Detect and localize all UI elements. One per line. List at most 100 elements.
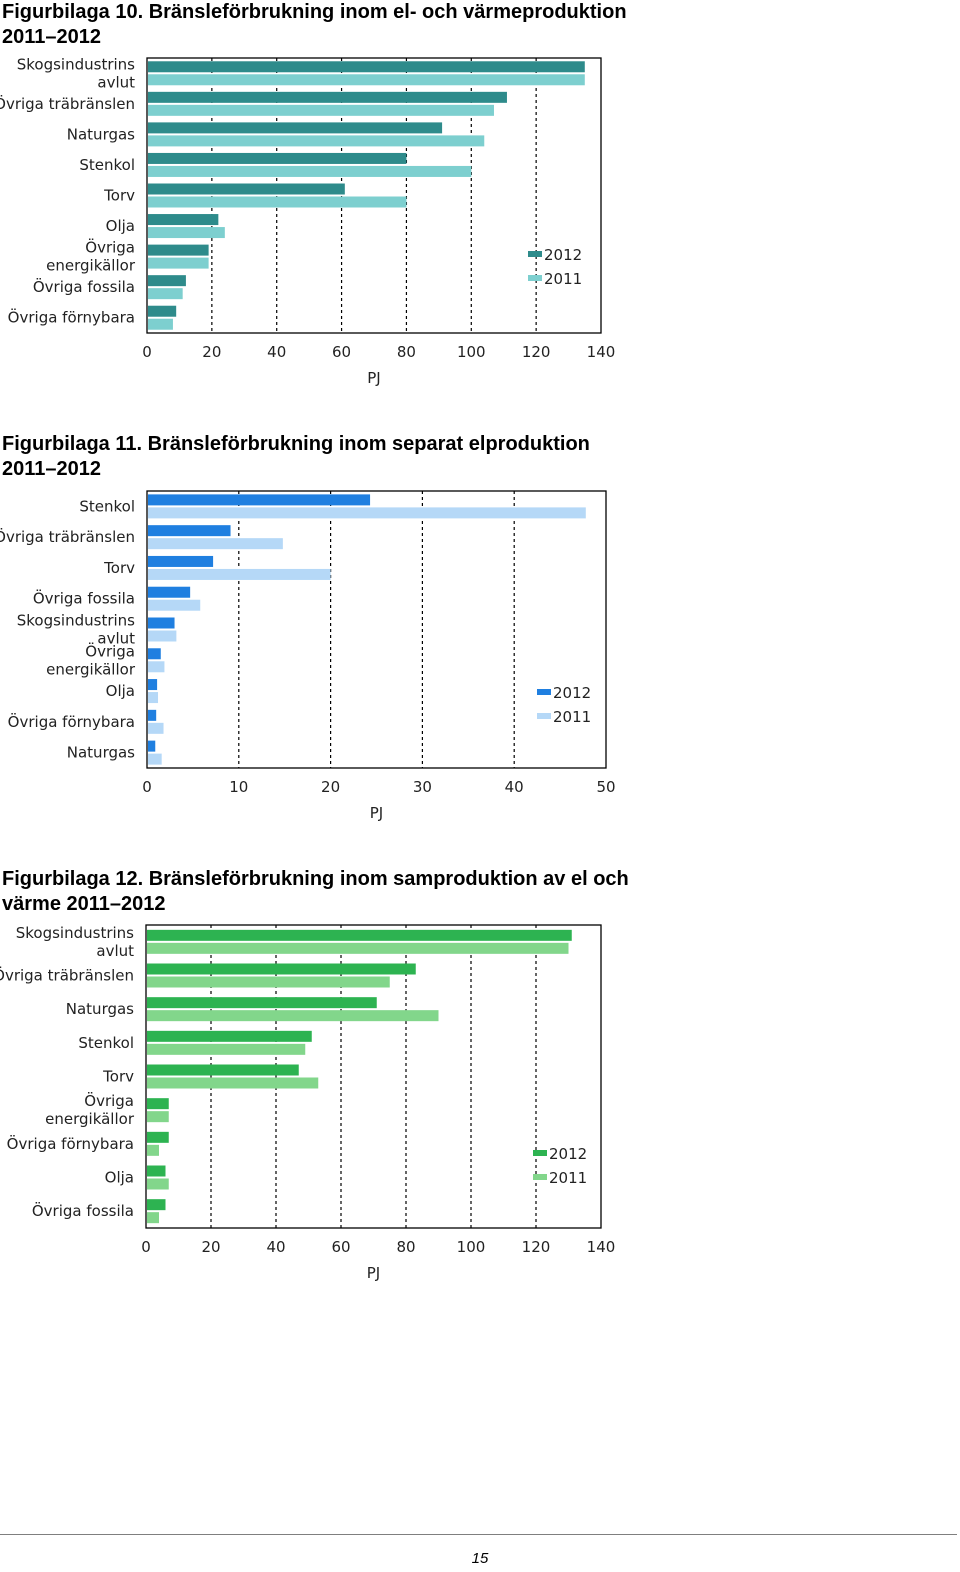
category-label: Övriga förnybara bbox=[7, 1134, 134, 1153]
x-tick-label: 20 bbox=[201, 1238, 220, 1256]
category-label: Skogsindustrins bbox=[17, 612, 135, 630]
bar-2012-6 bbox=[147, 1098, 169, 1110]
x-tick-label: 60 bbox=[332, 343, 351, 361]
x-tick-label: 100 bbox=[457, 343, 486, 361]
category-label: Övriga fossila bbox=[33, 277, 135, 296]
x-tick-label: 120 bbox=[522, 1238, 551, 1256]
bar-2012-8 bbox=[147, 1165, 166, 1177]
category-label: Övriga bbox=[85, 238, 135, 257]
x-tick-label: 80 bbox=[396, 1238, 415, 1256]
figure-10-title-line2: 2011–2012 bbox=[2, 26, 102, 48]
plot-frame bbox=[146, 490, 607, 769]
bar-2011-8 bbox=[148, 288, 183, 300]
legend-swatch-2011 bbox=[533, 1174, 547, 1180]
category-label: Övriga träbränslen bbox=[0, 966, 134, 985]
x-tick-label: 120 bbox=[522, 343, 551, 361]
bar-2012-1 bbox=[148, 61, 585, 73]
bar-2012-3 bbox=[148, 122, 443, 134]
category-label: Stenkol bbox=[78, 1034, 134, 1052]
category-label: Olja bbox=[105, 1169, 134, 1187]
category-label: Olja bbox=[106, 217, 135, 235]
bar-2012-2 bbox=[147, 963, 416, 975]
legend-label-2012: 2012 bbox=[553, 684, 591, 702]
figure-10-title: Figurbilaga 10. Bränsleförbrukning inom … bbox=[2, 0, 682, 50]
bar-2012-6 bbox=[148, 648, 161, 660]
bar-2011-1 bbox=[148, 74, 585, 86]
category-label: avlut bbox=[97, 630, 135, 648]
legend-label-2012: 2012 bbox=[549, 1145, 587, 1163]
bar-2011-9 bbox=[148, 318, 173, 330]
bar-2012-2 bbox=[148, 525, 231, 537]
category-label: Övriga förnybara bbox=[8, 712, 135, 731]
bar-2011-7 bbox=[148, 692, 159, 704]
bar-2012-1 bbox=[147, 929, 572, 941]
category-label: Naturgas bbox=[67, 744, 135, 762]
category-label: Torv bbox=[103, 559, 135, 577]
bar-2011-5 bbox=[148, 630, 177, 642]
category-label: Stenkol bbox=[79, 156, 135, 174]
bar-2011-5 bbox=[148, 196, 407, 208]
category-label: energikällor bbox=[46, 257, 136, 275]
x-tick-label: 100 bbox=[457, 1238, 486, 1256]
bar-2012-5 bbox=[147, 1064, 299, 1076]
bar-2011-7 bbox=[147, 1144, 159, 1156]
bar-2011-2 bbox=[147, 976, 390, 988]
x-tick-label: 140 bbox=[587, 1238, 616, 1256]
bar-2012-6 bbox=[148, 214, 219, 226]
x-tick-label: 40 bbox=[266, 1238, 285, 1256]
figure-12-title: Figurbilaga 12. Bränsleförbrukning inom … bbox=[2, 867, 682, 917]
x-tick-label: 80 bbox=[397, 343, 416, 361]
bar-2011-4 bbox=[148, 599, 201, 611]
category-label: Övriga bbox=[85, 641, 135, 660]
bar-2012-5 bbox=[148, 183, 345, 195]
category-label: avlut bbox=[96, 942, 134, 960]
bar-2012-8 bbox=[148, 275, 186, 287]
bar-2011-4 bbox=[148, 165, 472, 177]
x-tick-label: 140 bbox=[587, 343, 616, 361]
category-label: Övriga fossila bbox=[32, 1201, 134, 1220]
category-label: energikällor bbox=[45, 1110, 135, 1128]
category-label: Övriga träbränslen bbox=[0, 94, 135, 113]
category-label: Torv bbox=[102, 1068, 134, 1086]
x-tick-label: 40 bbox=[267, 343, 286, 361]
bar-2011-6 bbox=[147, 1111, 169, 1123]
legend-label-2011: 2011 bbox=[553, 708, 591, 726]
bar-2012-3 bbox=[148, 555, 214, 567]
x-tick-label: 50 bbox=[596, 778, 615, 796]
bar-2011-2 bbox=[148, 104, 494, 116]
category-label: Naturgas bbox=[66, 1000, 134, 1018]
bar-2012-7 bbox=[147, 1131, 169, 1143]
legend-swatch-2012 bbox=[533, 1150, 547, 1156]
category-label: energikällor bbox=[46, 660, 136, 678]
bar-2012-7 bbox=[148, 244, 209, 256]
bar-2011-3 bbox=[148, 135, 485, 147]
category-label: avlut bbox=[97, 73, 135, 91]
category-label: Övriga träbränslen bbox=[0, 527, 135, 546]
x-tick-label: 60 bbox=[331, 1238, 350, 1256]
bar-2012-8 bbox=[148, 709, 157, 721]
figure-12-title-line1: Figurbilaga 12. Bränsleförbrukning inom … bbox=[2, 868, 629, 890]
category-label: Övriga bbox=[84, 1091, 134, 1110]
category-label: Skogsindustrins bbox=[16, 924, 134, 942]
footer-divider bbox=[0, 1534, 957, 1535]
category-label: Skogsindustrins bbox=[17, 55, 135, 73]
figure-11-title-line1: Figurbilaga 11. Bränsleförbrukning inom … bbox=[2, 433, 590, 455]
bar-2011-3 bbox=[148, 568, 331, 580]
page-number: 15 bbox=[471, 1550, 489, 1567]
figure-11-title-line2: 2011–2012 bbox=[2, 458, 102, 480]
bar-2011-1 bbox=[147, 942, 569, 954]
x-axis-label: PJ bbox=[367, 1264, 380, 1282]
legend-swatch-2011 bbox=[528, 275, 542, 281]
figure-11-bar-chart: Stenkol Övriga träbränslen Torv Övriga foss… bbox=[0, 490, 616, 822]
x-tick-label: 0 bbox=[142, 343, 152, 361]
bar-2011-6 bbox=[148, 227, 225, 239]
legend-swatch-2011 bbox=[537, 713, 551, 719]
category-label: Övriga förnybara bbox=[8, 308, 135, 327]
bar-2012-4 bbox=[148, 586, 191, 598]
figure-12-title-line2: värme 2011–2012 bbox=[2, 893, 166, 915]
bar-2011-9 bbox=[147, 1212, 159, 1224]
figure-11-title: Figurbilaga 11. Bränsleförbrukning inom … bbox=[2, 432, 682, 482]
x-axis-label: PJ bbox=[367, 369, 380, 387]
category-label: Naturgas bbox=[67, 125, 135, 143]
